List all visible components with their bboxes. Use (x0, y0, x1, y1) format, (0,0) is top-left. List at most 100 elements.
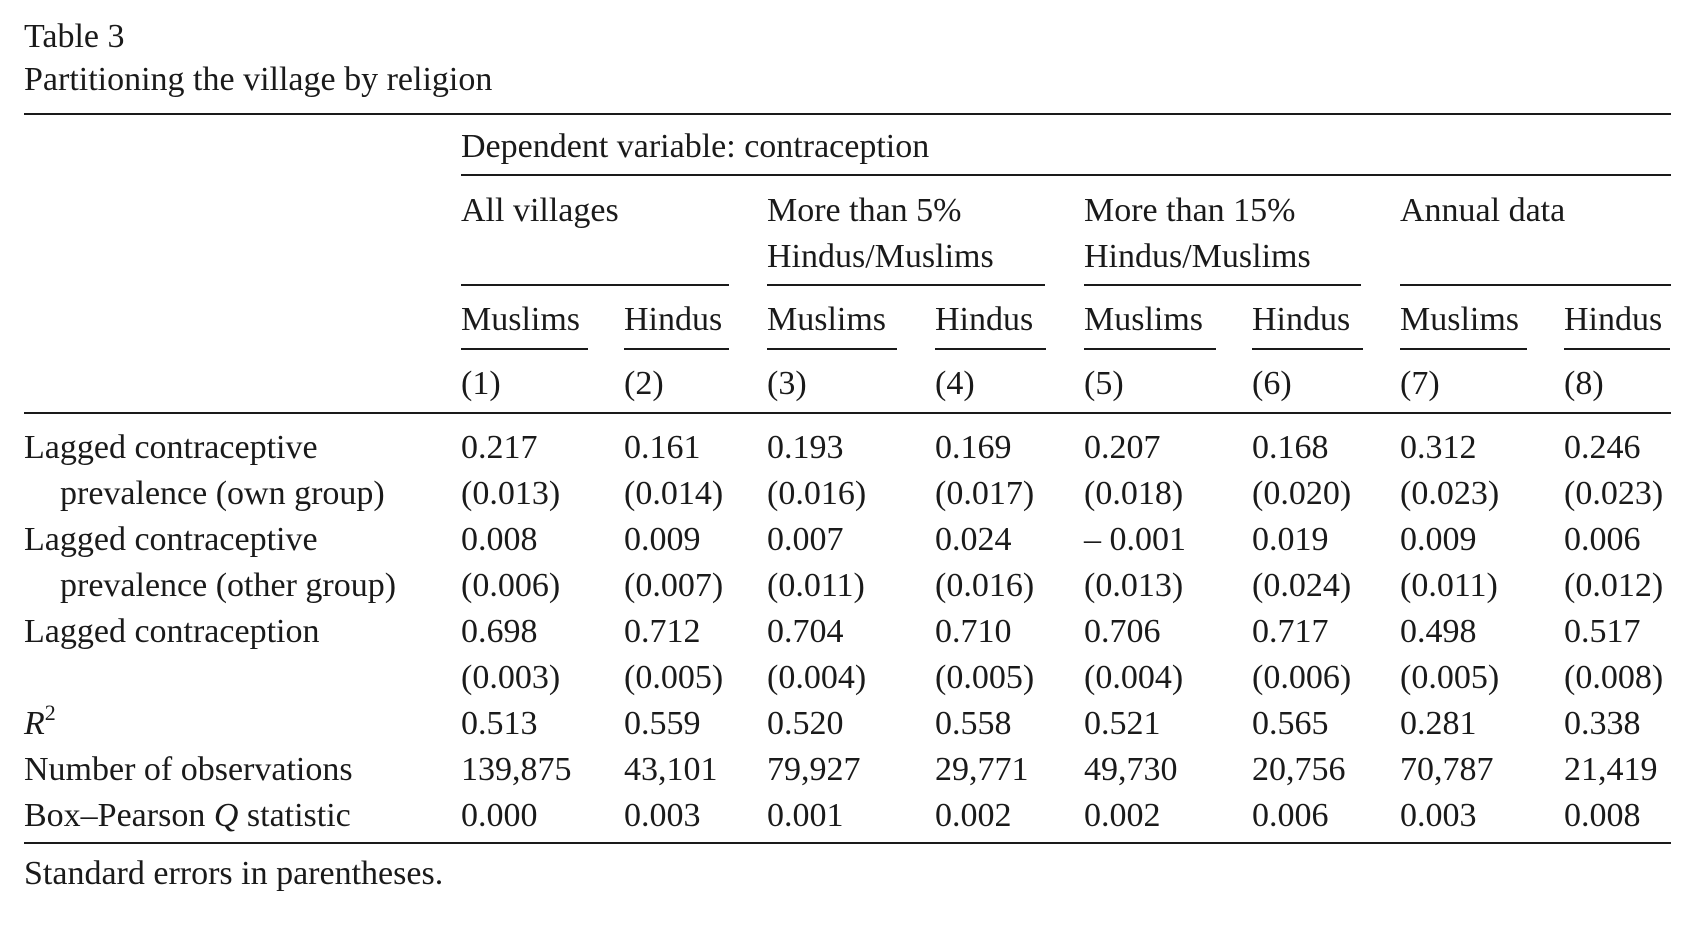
stat-cell: 0.521 (1084, 705, 1161, 742)
coefficient-cell: 0.246 (1564, 429, 1641, 466)
group-header: More than 15% (1084, 192, 1296, 229)
coefficient-cell: 0.193 (767, 429, 844, 466)
header-bottom-rule (24, 412, 1671, 414)
subheader-rule (767, 348, 897, 350)
dependent-variable-rule (461, 174, 1671, 176)
row-label: prevalence (own group) (60, 475, 385, 512)
coefficient-cell: 0.009 (1400, 521, 1477, 558)
stat-cell: 0.000 (461, 797, 538, 834)
coefficient-cell: – 0.001 (1084, 521, 1186, 558)
coefficient-cell: 0.024 (935, 521, 1012, 558)
column-number: (4) (935, 365, 975, 402)
standard-error-cell: (0.016) (935, 567, 1035, 604)
group-header: Annual data (1400, 192, 1566, 229)
standard-error-cell: (0.012) (1564, 567, 1664, 604)
column-number: (5) (1084, 365, 1124, 402)
coefficient-cell: 0.312 (1400, 429, 1477, 466)
standard-error-cell: (0.008) (1564, 659, 1664, 696)
coefficient-cell: 0.207 (1084, 429, 1161, 466)
subheader-rule (1084, 348, 1216, 350)
coefficient-cell: 0.706 (1084, 613, 1161, 650)
standard-error-cell: (0.003) (461, 659, 561, 696)
column-number: (1) (461, 365, 501, 402)
column-number: (2) (624, 365, 664, 402)
column-number: (3) (767, 365, 807, 402)
coefficient-cell: 0.008 (461, 521, 538, 558)
standard-error-cell: (0.005) (624, 659, 724, 696)
stat-label-superscript: 2 (44, 699, 56, 725)
stat-cell: 0.003 (1400, 797, 1477, 834)
standard-error-cell: (0.024) (1252, 567, 1352, 604)
subheader-hindus: Hindus (1564, 301, 1663, 338)
subheader-muslims: Muslims (1400, 301, 1520, 338)
stat-cell: 0.006 (1252, 797, 1329, 834)
coefficient-cell: 0.498 (1400, 613, 1477, 650)
subheader-muslims: Muslims (1084, 301, 1204, 338)
column-number: (7) (1400, 365, 1440, 402)
group-header: Hindus/Muslims (1084, 238, 1311, 275)
coefficient-cell: 0.704 (767, 613, 844, 650)
group-rule (1400, 284, 1671, 286)
standard-error-cell: (0.006) (461, 567, 561, 604)
coefficient-cell: 0.712 (624, 613, 701, 650)
stat-cell: 29,771 (935, 751, 1029, 788)
coefficient-cell: 0.169 (935, 429, 1012, 466)
standard-error-cell: (0.016) (767, 475, 867, 512)
stat-cell: 139,875 (461, 751, 572, 788)
group-rule (461, 284, 729, 286)
subheader-rule (935, 348, 1046, 350)
standard-error-cell: (0.004) (1084, 659, 1184, 696)
stat-label: Box–Pearson Q statistic (24, 797, 351, 834)
coefficient-cell: 0.009 (624, 521, 701, 558)
coefficient-cell: 0.007 (767, 521, 844, 558)
table-title: Partitioning the village by religion (24, 61, 493, 98)
coefficient-cell: 0.161 (624, 429, 701, 466)
stat-cell: 0.002 (1084, 797, 1161, 834)
stat-cell: 43,101 (624, 751, 718, 788)
subheader-rule (1252, 348, 1363, 350)
coefficient-cell: 0.019 (1252, 521, 1329, 558)
standard-error-cell: (0.007) (624, 567, 724, 604)
stat-cell: 0.003 (624, 797, 701, 834)
standard-error-cell: (0.005) (1400, 659, 1500, 696)
stat-cell: 0.565 (1252, 705, 1329, 742)
standard-error-cell: (0.005) (935, 659, 1035, 696)
standard-error-cell: (0.013) (461, 475, 561, 512)
subheader-rule (461, 348, 588, 350)
subheader-hindus: Hindus (935, 301, 1034, 338)
standard-error-cell: (0.011) (767, 567, 865, 604)
stat-cell: 0.338 (1564, 705, 1641, 742)
subheader-rule (1400, 348, 1527, 350)
standard-error-cell: (0.006) (1252, 659, 1352, 696)
standard-error-cell: (0.013) (1084, 567, 1184, 604)
standard-error-cell: (0.014) (624, 475, 724, 512)
stat-label: R2 (24, 701, 56, 744)
coefficient-cell: 0.698 (461, 613, 538, 650)
coefficient-cell: 0.717 (1252, 613, 1329, 650)
column-number: (8) (1564, 365, 1604, 402)
subheader-hindus: Hindus (624, 301, 723, 338)
row-label: Lagged contraceptive (24, 429, 318, 466)
stat-cell: 0.001 (767, 797, 844, 834)
stat-cell: 0.520 (767, 705, 844, 742)
stat-cell: 0.513 (461, 705, 538, 742)
stat-cell: 0.281 (1400, 705, 1477, 742)
stat-cell: 21,419 (1564, 751, 1658, 788)
stat-cell: 0.002 (935, 797, 1012, 834)
standard-error-cell: (0.023) (1564, 475, 1664, 512)
stat-label: Number of observations (24, 751, 353, 788)
subheader-hindus: Hindus (1252, 301, 1351, 338)
group-header: Hindus/Muslims (767, 238, 994, 275)
stat-cell: 0.558 (935, 705, 1012, 742)
stat-cell: 0.008 (1564, 797, 1641, 834)
stat-cell: 20,756 (1252, 751, 1346, 788)
standard-error-cell: (0.018) (1084, 475, 1184, 512)
stat-cell: 0.559 (624, 705, 701, 742)
stat-cell: 70,787 (1400, 751, 1494, 788)
standard-error-cell: (0.011) (1400, 567, 1498, 604)
row-label: Lagged contraception (24, 613, 320, 650)
row-label: Lagged contraceptive (24, 521, 318, 558)
group-header: All villages (461, 192, 619, 229)
column-number: (6) (1252, 365, 1292, 402)
